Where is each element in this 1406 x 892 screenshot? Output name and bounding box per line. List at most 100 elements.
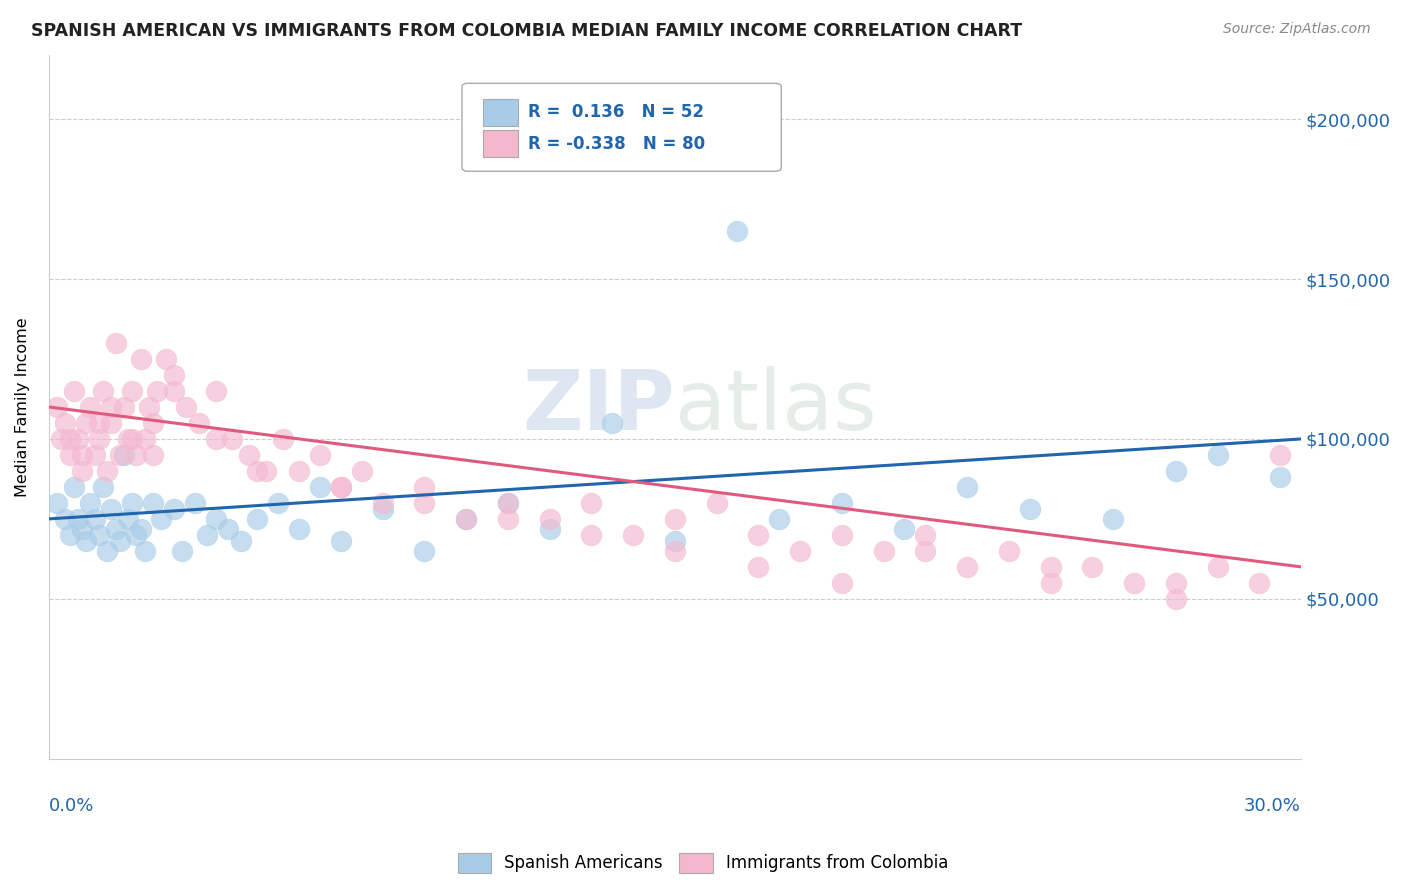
Point [288, 521, 311, 535]
Point [254, 464, 277, 478]
Point [221, 432, 243, 446]
Point [59, 448, 82, 462]
Point [121, 432, 143, 446]
Point [1249, 575, 1271, 590]
Point [1102, 512, 1125, 526]
Point [96, 544, 118, 558]
Point [59, 432, 82, 446]
Point [664, 512, 686, 526]
Point [70, 464, 93, 478]
Text: 30.0%: 30.0% [1244, 797, 1301, 815]
Text: atlas: atlas [675, 367, 876, 448]
Point [727, 224, 749, 238]
Point [51, 432, 73, 446]
Point [138, 400, 160, 414]
Point [176, 400, 198, 414]
Point [831, 575, 853, 590]
Point [108, 534, 131, 549]
Point [91, 480, 114, 494]
Point [46, 496, 69, 510]
Point [956, 480, 979, 494]
Point [87, 416, 110, 430]
Point [747, 528, 769, 542]
Point [146, 384, 169, 398]
Point [831, 496, 853, 510]
Point [998, 544, 1021, 558]
Point [142, 496, 165, 510]
Point [1164, 575, 1187, 590]
Point [62, 480, 84, 494]
Point [329, 480, 352, 494]
Point [496, 496, 519, 510]
Point [581, 528, 603, 542]
Point [371, 502, 394, 516]
Point [1039, 560, 1062, 574]
Point [831, 528, 853, 542]
Point [163, 368, 186, 382]
Point [117, 512, 139, 526]
Point [172, 544, 194, 558]
Bar [484, 99, 519, 126]
Point [1164, 591, 1187, 606]
Point [1164, 464, 1187, 478]
Point [914, 544, 936, 558]
Point [1206, 560, 1229, 574]
Point [91, 384, 114, 398]
Point [108, 448, 131, 462]
Point [75, 416, 97, 430]
Point [83, 512, 105, 526]
Point [768, 512, 790, 526]
Point [288, 464, 311, 478]
Point [267, 496, 290, 510]
Point [184, 496, 207, 510]
Point [413, 480, 436, 494]
Point [121, 496, 143, 510]
Point [62, 384, 84, 398]
Point [496, 496, 519, 510]
Point [83, 448, 105, 462]
Point [66, 432, 89, 446]
Point [538, 521, 561, 535]
Legend: Spanish Americans, Immigrants from Colombia: Spanish Americans, Immigrants from Colom… [451, 847, 955, 880]
Point [104, 521, 127, 535]
Point [117, 432, 139, 446]
Point [100, 502, 122, 516]
Point [134, 432, 156, 446]
Point [129, 351, 152, 366]
Point [142, 416, 165, 430]
Point [246, 512, 269, 526]
Point [1268, 470, 1291, 484]
Point [600, 416, 623, 430]
Point [55, 512, 77, 526]
Text: ZIP: ZIP [523, 367, 675, 448]
Point [155, 351, 177, 366]
Point [150, 512, 173, 526]
Point [125, 528, 148, 542]
Point [329, 534, 352, 549]
Point [1039, 575, 1062, 590]
Text: SPANISH AMERICAN VS IMMIGRANTS FROM COLOMBIA MEDIAN FAMILY INCOME CORRELATION CH: SPANISH AMERICAN VS IMMIGRANTS FROM COLO… [31, 22, 1022, 40]
Point [872, 544, 894, 558]
Point [87, 528, 110, 542]
Text: R =  0.136   N = 52: R = 0.136 N = 52 [529, 103, 704, 121]
Point [112, 448, 135, 462]
Point [1206, 448, 1229, 462]
Point [1123, 575, 1146, 590]
Point [789, 544, 811, 558]
Point [413, 544, 436, 558]
Point [1018, 502, 1040, 516]
Bar [484, 130, 519, 157]
Text: Source: ZipAtlas.com: Source: ZipAtlas.com [1223, 22, 1371, 37]
Point [87, 432, 110, 446]
Point [664, 534, 686, 549]
Point [66, 512, 89, 526]
Point [204, 384, 226, 398]
Point [195, 528, 218, 542]
Point [79, 400, 101, 414]
Point [1081, 560, 1104, 574]
Point [55, 416, 77, 430]
Point [456, 512, 478, 526]
Point [204, 432, 226, 446]
Point [706, 496, 728, 510]
Point [75, 534, 97, 549]
